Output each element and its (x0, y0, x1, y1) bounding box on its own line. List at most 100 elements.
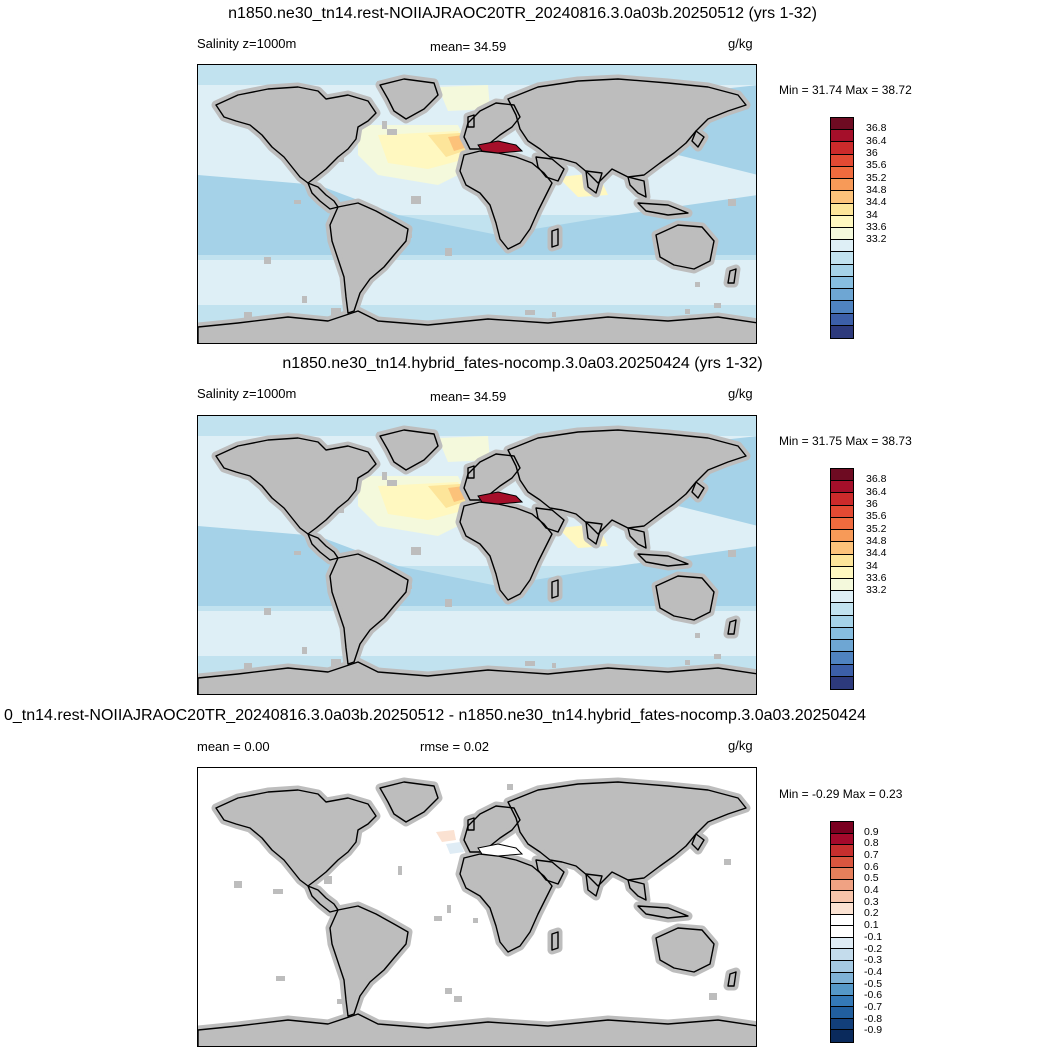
land-mask-cell (709, 993, 717, 1000)
panel-1-colorbar (830, 117, 854, 339)
colorbar-tick-label: 36.8 (866, 122, 887, 135)
coastline-arabia (535, 507, 565, 533)
land-mask-cell (514, 157, 523, 161)
coastline-india (585, 873, 603, 897)
coastline-japan (691, 833, 705, 851)
coastline-africa (459, 501, 553, 601)
land-mask-cell (411, 547, 421, 555)
colorbar-swatch (831, 252, 853, 265)
coastline-antarctica (198, 661, 756, 694)
coastline-japan (691, 130, 705, 148)
coastline-antarctica (198, 1013, 756, 1046)
colorbar-swatch (831, 240, 853, 253)
panel-2-variable-label: Salinity z=1000m (197, 386, 297, 401)
coastline-samerica (329, 905, 409, 1017)
coastline-namerica (215, 437, 377, 535)
colorbar-swatch (831, 517, 853, 531)
land-mask-cell (724, 859, 731, 865)
colorbar-swatch (831, 481, 853, 494)
land-mask-cell (337, 999, 344, 1004)
colorbar-swatch (831, 1018, 853, 1031)
colorbar-swatch (831, 664, 853, 677)
mediterranean-sea (477, 140, 524, 154)
coastline-namerica (215, 86, 377, 184)
land-mask-cell (264, 608, 271, 615)
land-mask-cell (281, 834, 288, 838)
colorbar-swatch (831, 652, 853, 665)
land-mask-cell (331, 659, 341, 668)
coastline-australia (655, 224, 715, 270)
land-mask-cell (694, 258, 703, 263)
colorbar-swatch (831, 179, 853, 192)
colorbar-tick-label: -0.3 (864, 954, 883, 967)
land-mask-cell (377, 432, 384, 437)
land-mask-cell (358, 216, 362, 222)
land-mask-cell (503, 861, 508, 869)
coastline-arabia (535, 859, 565, 885)
colorbar-swatch (831, 879, 853, 892)
land-mask-cell (640, 162, 646, 170)
panel-2-title: n1850.ne30_tn14.hybrid_fates-nocomp.3.0a… (282, 355, 763, 372)
land-mask-cell (302, 647, 307, 654)
panel-3-rmse-label: rmse = 0.02 (420, 739, 490, 754)
land-mask-cell (352, 1017, 356, 1023)
colorbar-tick-label: 0.2 (864, 907, 879, 920)
land-mask-cell (714, 654, 721, 659)
land-mask-cell (234, 881, 242, 888)
coastline-asia (507, 429, 747, 535)
colorbar-tick-label: 33.6 (866, 572, 887, 584)
colorbar-tick-label: -0.1 (864, 930, 883, 943)
mediterranean-sea (477, 491, 524, 505)
panel-1-map (197, 64, 757, 344)
colorbar-swatch (831, 949, 853, 961)
coastline-madagascar (551, 228, 559, 248)
ocean-field-contour (438, 436, 490, 462)
land-mask-cell (294, 200, 301, 204)
land-mask-cell (534, 878, 543, 885)
panel-1-units-label: g/kg (728, 36, 753, 51)
colorbar-tick-label: 0.9 (864, 825, 879, 838)
coastline-greenland (379, 781, 439, 823)
colorbar-swatch (831, 868, 853, 880)
colorbar-tick-label: -0.9 (864, 1024, 883, 1037)
colorbar-swatch (831, 676, 853, 689)
land-mask-cell (447, 905, 451, 913)
colorbar-swatch (831, 984, 853, 996)
ocean-field-contour (436, 830, 456, 842)
colorbar-tick-label: -0.6 (864, 989, 883, 1002)
colorbar-tick-label: 35.2 (866, 522, 887, 535)
land-mask-cell (294, 551, 301, 555)
land-mask-madagascar (547, 927, 563, 955)
colorbar-swatch (831, 937, 853, 950)
land-mask-cell (685, 134, 694, 141)
colorbar-swatch (831, 603, 853, 616)
land-mask-cell (445, 988, 452, 994)
coastline-madagascar (551, 579, 559, 599)
colorbar-swatch (831, 289, 853, 302)
colorbar-tick-label: 33.2 (866, 584, 887, 597)
colorbar-tick-label: 34.4 (866, 547, 887, 560)
colorbar-tick-label: -0.7 (864, 1000, 883, 1013)
colorbar-tick-label: -0.5 (864, 977, 883, 990)
colorbar-swatch (831, 313, 853, 326)
panel-3-colorbar (830, 821, 854, 1043)
land-mask-cell (552, 312, 556, 317)
land-mask-cell (685, 309, 690, 314)
colorbar-swatch (831, 154, 853, 167)
coastline-australia (655, 575, 715, 621)
colorbar-swatch (831, 215, 853, 228)
coastline-europe (463, 102, 521, 150)
colorbar-tick-label: -0.8 (864, 1012, 883, 1025)
ocean-field-contour (438, 85, 490, 111)
coastline-indonesia (637, 553, 689, 567)
land-mask-cell (694, 609, 703, 614)
colorbar-tick-label: 35.6 (866, 159, 887, 172)
land-mask-cell (382, 472, 387, 480)
coastline-madagascar (551, 931, 559, 951)
coastline-europe (463, 453, 521, 501)
land-mask-cell (351, 837, 359, 842)
colorbar-swatch (831, 142, 853, 155)
colorbar-swatch (831, 822, 853, 834)
colorbar-swatch (831, 130, 853, 143)
colorbar-tick-label: 35.2 (866, 171, 887, 184)
